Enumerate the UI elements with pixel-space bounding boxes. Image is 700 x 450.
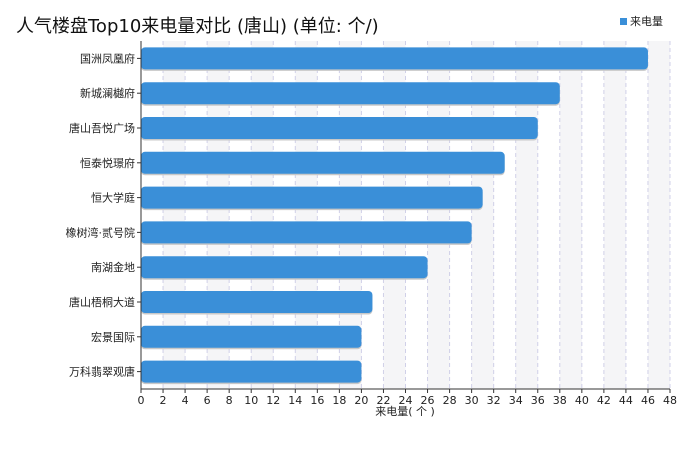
category-label: 唐山吾悦广场 bbox=[69, 121, 135, 135]
x-tick-label: 2 bbox=[160, 394, 167, 407]
category-label: 南湖金地 bbox=[91, 260, 135, 274]
background-band bbox=[559, 41, 582, 389]
chart-title: 人气楼盘Top10来电量对比 (唐山) (单位: 个/) bbox=[16, 16, 379, 37]
background-band bbox=[647, 41, 670, 389]
x-tick-label: 30 bbox=[465, 394, 479, 407]
bar bbox=[141, 221, 472, 244]
x-tick-label: 48 bbox=[663, 394, 677, 407]
x-tick-label: 20 bbox=[354, 394, 368, 407]
bar bbox=[141, 151, 505, 174]
x-tick-label: 32 bbox=[487, 394, 501, 407]
x-tick-label: 10 bbox=[244, 394, 258, 407]
bar bbox=[141, 291, 373, 313]
bar bbox=[141, 117, 538, 139]
category-label: 国洲凤凰府 bbox=[80, 51, 135, 65]
bar bbox=[141, 360, 362, 383]
x-tick-label: 46 bbox=[641, 394, 655, 407]
bar bbox=[141, 325, 362, 348]
x-tick-label: 6 bbox=[204, 394, 211, 407]
x-tick-label: 38 bbox=[553, 394, 567, 407]
x-tick-label: 44 bbox=[619, 394, 633, 407]
x-tick-label: 12 bbox=[266, 394, 280, 407]
x-tick-label: 8 bbox=[226, 394, 233, 407]
category-label: 恒泰悦璟府 bbox=[80, 156, 135, 170]
legend-label: 来电量 bbox=[630, 15, 663, 28]
category-labels: 国洲凤凰府新城澜樾府唐山吾悦广场恒泰悦璟府恒大学庭橡树湾·贰号院南湖金地唐山梧桐… bbox=[66, 51, 141, 379]
category-label: 橡树湾·贰号院 bbox=[66, 225, 136, 239]
x-tick-label: 26 bbox=[421, 394, 435, 407]
x-tick-label: 36 bbox=[531, 394, 545, 407]
x-tick-label: 42 bbox=[597, 394, 611, 407]
x-tick-label: 4 bbox=[182, 394, 189, 407]
legend: 来电量 bbox=[620, 15, 663, 28]
category-label: 唐山梧桐大道 bbox=[69, 295, 135, 309]
category-label: 宏景国际 bbox=[91, 330, 135, 344]
x-tick-label: 16 bbox=[310, 394, 324, 407]
category-label: 万科翡翠观唐 bbox=[69, 365, 135, 379]
x-tick-label: 24 bbox=[399, 394, 413, 407]
x-tick-label: 18 bbox=[332, 394, 346, 407]
x-tick-labels: 0 2 4 6 8 10 12 14 16 18 20 22 24 26 28 30 32 34 36 38 40 42 4… bbox=[138, 389, 677, 407]
x-tick-label: 40 bbox=[575, 394, 589, 407]
bar bbox=[141, 82, 560, 105]
bars bbox=[141, 47, 648, 385]
x-tick-label: 28 bbox=[443, 394, 457, 407]
x-tick-label: 34 bbox=[509, 394, 523, 407]
x-axis-title: 来电量( 个 ) bbox=[375, 405, 435, 418]
category-label: 新城澜樾府 bbox=[80, 86, 135, 100]
x-tick-label: 0 bbox=[138, 394, 145, 407]
category-label: 恒大学庭 bbox=[91, 191, 135, 205]
bar bbox=[141, 47, 648, 70]
bar bbox=[141, 186, 483, 209]
x-tick-label: 22 bbox=[376, 394, 390, 407]
legend-swatch bbox=[620, 18, 627, 25]
background-band bbox=[603, 41, 626, 389]
x-tick-label: 14 bbox=[288, 394, 302, 407]
bar bbox=[141, 256, 428, 279]
